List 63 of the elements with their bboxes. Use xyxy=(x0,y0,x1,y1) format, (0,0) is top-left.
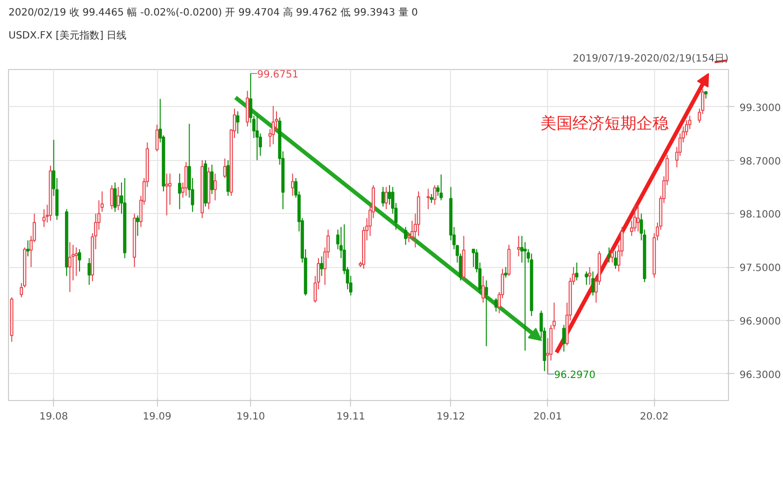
candlestick xyxy=(636,204,640,232)
candlestick xyxy=(384,186,388,210)
candlestick xyxy=(523,242,527,352)
x-tick-label: 19.08 xyxy=(39,412,68,422)
y-tick-label: 99.3000 xyxy=(740,102,781,114)
candlestick xyxy=(504,266,508,278)
y-tick-label: 96.3000 xyxy=(740,370,781,381)
annotation: 99.6751 xyxy=(257,69,298,80)
candlestick xyxy=(78,248,82,272)
candlestick xyxy=(440,174,443,201)
x-tick-label: 20.01 xyxy=(533,412,562,422)
chart-subtitle: USDX.FX [美元指数] 日线 xyxy=(8,30,127,42)
annotation: 美国经济短期企稳 xyxy=(540,114,668,132)
y-tick-label: 98.7000 xyxy=(740,156,781,168)
x-tick-label: 19.12 xyxy=(436,412,466,422)
candlestick xyxy=(607,246,611,264)
candlestick xyxy=(591,270,595,296)
candlestick xyxy=(236,110,240,134)
x-tick-label: 20.02 xyxy=(640,412,669,422)
candlestick xyxy=(381,186,385,208)
candlestick xyxy=(320,256,324,276)
candlestick xyxy=(388,184,392,206)
candlestick xyxy=(575,262,578,281)
x-tick-label: 19.11 xyxy=(336,412,366,422)
x-tick-label: 19.10 xyxy=(236,412,265,422)
candlestick xyxy=(272,105,275,145)
candlestick xyxy=(223,158,226,179)
candlestick xyxy=(494,298,498,312)
candlestick xyxy=(255,115,259,161)
candlestick xyxy=(481,275,485,304)
candlestick xyxy=(633,204,636,232)
x-tick-label: 19.09 xyxy=(142,412,172,422)
candlestick xyxy=(562,324,566,352)
candlestick xyxy=(42,208,46,228)
candlestick xyxy=(155,124,159,152)
candlestick xyxy=(433,184,436,206)
candlestick xyxy=(290,173,294,196)
candlestick xyxy=(484,280,488,347)
candlestick xyxy=(165,173,168,216)
candlestick xyxy=(584,270,588,286)
candlestick xyxy=(184,162,188,196)
candlestick xyxy=(88,258,91,286)
candlestick xyxy=(68,242,72,292)
candlestick xyxy=(113,182,117,212)
candlestick xyxy=(404,226,408,246)
candlestick xyxy=(74,246,78,276)
candlestick xyxy=(517,235,520,257)
candlestick xyxy=(610,248,614,264)
candlestick xyxy=(614,250,618,270)
candlestick xyxy=(110,184,114,210)
candlestick xyxy=(136,214,140,236)
candlestick xyxy=(214,173,217,201)
candlestick xyxy=(178,173,182,210)
candlestick xyxy=(116,186,120,211)
y-tick-label: 98.1000 xyxy=(740,210,781,221)
chart-title: 2020/02/19 收 99.4465 幅 -0.02%(-0.0200) 开 99.4704 高 99.4762 低 99.3943 量 0 xyxy=(8,6,418,18)
y-tick-label: 96.9000 xyxy=(740,316,781,328)
annotation: 96.2970 xyxy=(554,370,596,382)
candlestick xyxy=(26,240,30,257)
candlestick xyxy=(426,188,430,210)
y-tick-label: 97.5000 xyxy=(740,263,781,274)
candlestick xyxy=(588,266,592,286)
candlestick xyxy=(210,164,214,195)
